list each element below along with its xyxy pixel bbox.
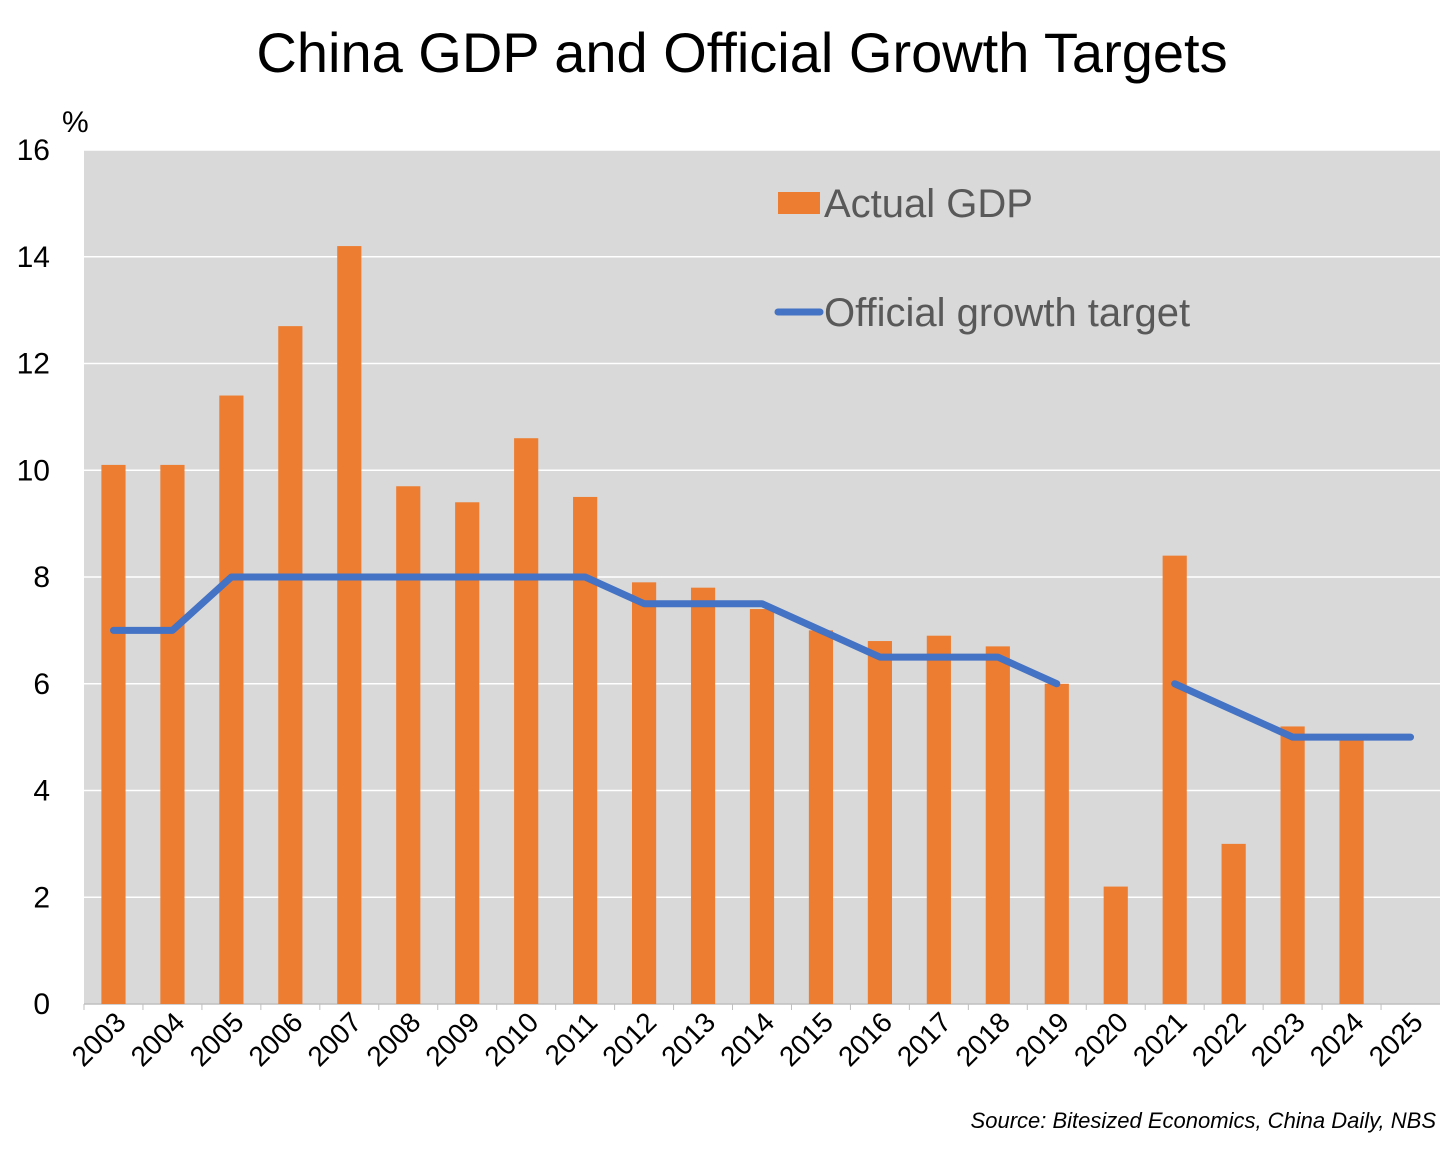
y-axis-ticks: 0 2 4 6 8 10 12 14 16 — [17, 134, 50, 1021]
y-tick-label: 4 — [33, 775, 50, 808]
legend-swatch-actual-gdp — [778, 192, 820, 214]
legend: Actual GDP Official growth target — [774, 182, 1190, 335]
bar-actual-gdp-2008 — [396, 486, 421, 1004]
bar-actual-gdp-2017 — [926, 635, 951, 1004]
bar-actual-gdp-2019 — [1044, 683, 1069, 1004]
y-tick-label: 10 — [17, 454, 50, 487]
y-tick-label: 16 — [17, 134, 50, 167]
legend-label-official-target: Official growth target — [824, 291, 1190, 335]
bar-actual-gdp-2010 — [514, 438, 539, 1005]
x-tick-label: 2012 — [596, 1006, 662, 1072]
x-axis-ticks: 2003200420052006200720082009201020112012… — [66, 1004, 1429, 1072]
y-tick-label: 0 — [33, 988, 50, 1021]
x-tick-label: 2015 — [773, 1006, 839, 1072]
x-tick-label: 2005 — [184, 1006, 250, 1072]
x-tick-label: 2011 — [539, 1006, 604, 1071]
y-tick-label: 14 — [17, 241, 50, 274]
bar-actual-gdp-2023 — [1280, 726, 1305, 1004]
bar-actual-gdp-2016 — [867, 641, 892, 1004]
bar-actual-gdp-2021 — [1162, 555, 1187, 1004]
bar-actual-gdp-2022 — [1221, 843, 1246, 1004]
line-segment-official-target — [109, 573, 1061, 688]
bar-actual-gdp-2004 — [160, 464, 185, 1005]
x-tick-label: 2004 — [125, 1006, 191, 1072]
bar-actual-gdp-2024 — [1339, 737, 1364, 1004]
x-tick-label: 2022 — [1186, 1006, 1252, 1072]
x-tick-label: 2016 — [832, 1006, 898, 1072]
bar-actual-gdp-2015 — [808, 630, 834, 1004]
bar-actual-gdp-2012 — [632, 582, 657, 1004]
x-tick-label: 2014 — [714, 1006, 780, 1072]
bar-actual-gdp-2018 — [985, 646, 1010, 1004]
x-tick-label: 2019 — [1009, 1006, 1075, 1072]
chart-title: China GDP and Official Growth Targets — [256, 21, 1227, 84]
y-tick-label: 8 — [33, 561, 50, 594]
x-tick-label: 2024 — [1304, 1006, 1370, 1072]
x-tick-label: 2006 — [243, 1006, 309, 1072]
y-tick-label: 2 — [33, 881, 50, 914]
source-note: Source: Bitesized Economics, China Daily… — [971, 1108, 1437, 1133]
line-segment-official-target — [1171, 680, 1415, 741]
x-tick-label: 2009 — [419, 1006, 485, 1072]
x-tick-label: 2008 — [361, 1006, 427, 1072]
y-tick-label: 12 — [17, 348, 50, 381]
x-tick-label: 2018 — [950, 1006, 1016, 1072]
bar-actual-gdp-2009 — [455, 502, 480, 1004]
x-tick-label: 2007 — [302, 1006, 368, 1072]
x-tick-label: 2020 — [1068, 1006, 1134, 1072]
x-tick-label: 2017 — [891, 1006, 957, 1072]
bar-actual-gdp-2011 — [573, 496, 598, 1004]
legend-label-actual-gdp: Actual GDP — [824, 182, 1033, 226]
x-tick-label: 2021 — [1127, 1006, 1193, 1072]
x-tick-label: 2003 — [66, 1006, 132, 1072]
bar-actual-gdp-2007 — [337, 246, 362, 1004]
bar-actual-gdp-2005 — [219, 395, 244, 1004]
y-axis-unit: % — [62, 106, 89, 139]
x-tick-label: 2013 — [655, 1006, 721, 1072]
bar-actual-gdp-2003 — [101, 464, 126, 1005]
x-tick-label: 2025 — [1363, 1006, 1429, 1072]
bar-actual-gdp-2014 — [749, 609, 775, 1004]
x-tick-label: 2023 — [1245, 1006, 1311, 1072]
line-official-target — [109, 573, 1415, 741]
x-tick-label: 2010 — [478, 1006, 544, 1072]
bar-actual-gdp-2020 — [1103, 886, 1128, 1004]
bar-actual-gdp-2006 — [278, 326, 303, 1004]
bars-actual-gdp — [101, 246, 1364, 1005]
y-tick-label: 6 — [33, 668, 50, 701]
bar-actual-gdp-2013 — [690, 587, 716, 1004]
